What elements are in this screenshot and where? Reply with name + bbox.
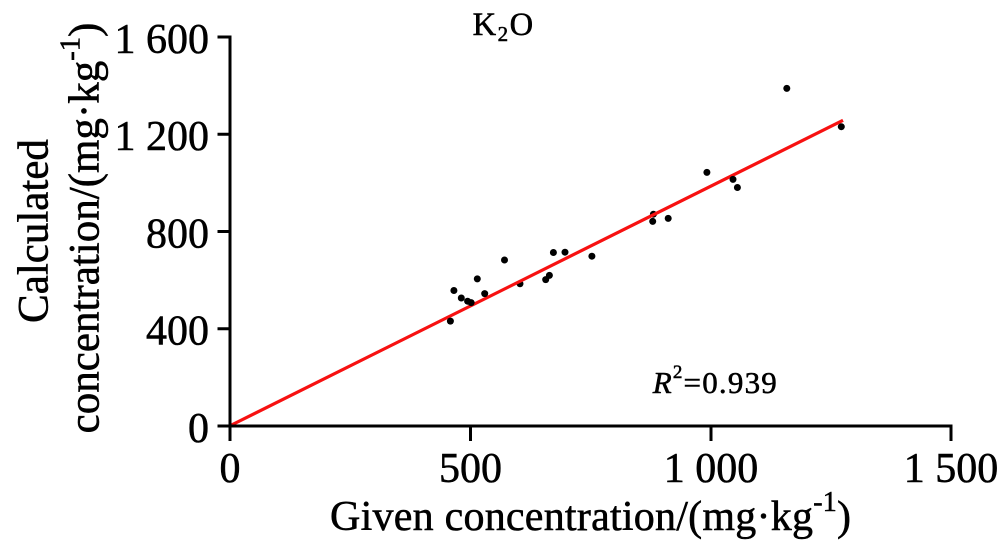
svg-text:1 500: 1 500 <box>904 446 999 492</box>
svg-text:Calculated: Calculated <box>11 139 58 323</box>
svg-text:R2=0.939: R2=0.939 <box>652 362 778 400</box>
svg-text:1 600: 1 600 <box>115 17 210 63</box>
svg-text:1 000: 1 000 <box>664 446 759 492</box>
svg-text:K2O: K2O <box>473 7 535 46</box>
svg-text:1 200: 1 200 <box>115 114 210 160</box>
svg-text:0: 0 <box>220 446 241 492</box>
svg-text:800: 800 <box>146 211 209 257</box>
svg-text:concentration/(mg·kg-1): concentration/(mg·kg-1) <box>56 23 109 434</box>
svg-text:400: 400 <box>146 309 209 355</box>
svg-text:Given concentration/(mg·kg-1): Given concentration/(mg·kg-1) <box>330 487 851 540</box>
svg-text:500: 500 <box>439 446 502 492</box>
svg-text:0: 0 <box>188 406 209 452</box>
